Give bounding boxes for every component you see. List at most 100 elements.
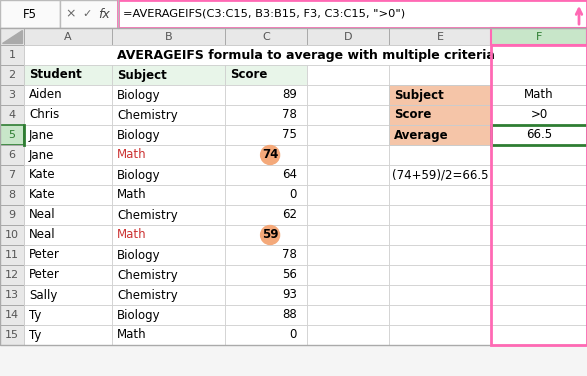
Text: 13: 13: [5, 290, 19, 300]
Text: 7: 7: [8, 170, 16, 180]
Bar: [389, 185, 491, 205]
Text: 11: 11: [5, 250, 19, 260]
Bar: [0, 285, 24, 305]
Text: Chemistry: Chemistry: [117, 209, 178, 221]
Text: 14: 14: [5, 310, 19, 320]
Bar: [491, 65, 587, 85]
Text: Subject: Subject: [117, 68, 167, 82]
Text: Biology: Biology: [117, 129, 161, 141]
Text: Score: Score: [230, 68, 267, 82]
Text: 93: 93: [282, 288, 297, 302]
Bar: [24, 105, 112, 125]
Bar: [24, 145, 112, 165]
Bar: [491, 265, 587, 285]
Bar: [491, 105, 587, 125]
Text: (74+59)/2=66.5: (74+59)/2=66.5: [392, 168, 488, 182]
Bar: [307, 325, 389, 345]
Bar: [491, 45, 587, 345]
Text: 59: 59: [262, 229, 278, 241]
Bar: [225, 205, 307, 225]
Text: 2: 2: [8, 70, 16, 80]
Bar: [0, 165, 24, 185]
Bar: [0, 305, 24, 325]
Bar: [225, 145, 307, 165]
Text: 0: 0: [289, 329, 297, 341]
Text: Biology: Biology: [117, 249, 161, 261]
Bar: [225, 165, 307, 185]
Bar: [307, 305, 389, 325]
Bar: [225, 225, 307, 245]
Bar: [491, 225, 587, 245]
Text: Neal: Neal: [29, 209, 56, 221]
Text: 5: 5: [8, 130, 15, 140]
Bar: [307, 28, 389, 45]
Text: Biology: Biology: [117, 88, 161, 102]
Text: A: A: [64, 32, 72, 41]
Bar: [491, 105, 587, 125]
Text: 89: 89: [282, 88, 297, 102]
Bar: [112, 105, 225, 125]
Text: 15: 15: [5, 330, 19, 340]
Bar: [24, 28, 112, 45]
Text: 74: 74: [262, 149, 278, 162]
Text: AVERAGEIFS formula to average with multiple criteria: AVERAGEIFS formula to average with multi…: [117, 49, 494, 62]
Text: F5: F5: [23, 8, 37, 21]
Bar: [225, 285, 307, 305]
Bar: [389, 28, 491, 45]
Bar: [0, 125, 24, 145]
Bar: [491, 185, 587, 205]
Bar: [389, 145, 491, 165]
Text: D: D: [344, 32, 352, 41]
Bar: [389, 305, 491, 325]
Bar: [0, 28, 587, 345]
Text: fx: fx: [98, 8, 110, 21]
Bar: [112, 125, 225, 145]
Text: 9: 9: [8, 210, 16, 220]
Bar: [491, 325, 587, 345]
Bar: [0, 265, 24, 285]
Circle shape: [261, 226, 279, 244]
Bar: [491, 165, 587, 185]
Bar: [24, 225, 112, 245]
Text: 8: 8: [8, 190, 16, 200]
Bar: [491, 125, 587, 145]
Bar: [24, 185, 112, 205]
Bar: [307, 85, 389, 105]
Bar: [24, 325, 112, 345]
Bar: [225, 28, 307, 45]
Bar: [0, 325, 24, 345]
Text: 3: 3: [8, 90, 15, 100]
Text: Ty: Ty: [29, 308, 41, 321]
Bar: [24, 265, 112, 285]
Text: Student: Student: [29, 68, 82, 82]
Text: 78: 78: [282, 249, 297, 261]
Bar: [307, 185, 389, 205]
Text: Biology: Biology: [117, 308, 161, 321]
Text: Peter: Peter: [29, 249, 60, 261]
Text: 0: 0: [289, 188, 297, 202]
Text: 6: 6: [8, 150, 15, 160]
Bar: [225, 125, 307, 145]
Bar: [112, 205, 225, 225]
Text: Math: Math: [524, 88, 554, 102]
Text: Subject: Subject: [394, 88, 444, 102]
Bar: [307, 285, 389, 305]
Bar: [389, 125, 491, 145]
Bar: [118, 0, 587, 28]
Bar: [0, 45, 24, 65]
Text: B: B: [165, 32, 173, 41]
Text: Chris: Chris: [29, 109, 59, 121]
Bar: [491, 245, 587, 265]
Bar: [307, 205, 389, 225]
Bar: [24, 45, 587, 65]
Bar: [307, 105, 389, 125]
Text: 1: 1: [8, 50, 15, 60]
Bar: [307, 145, 389, 165]
Bar: [0, 185, 24, 205]
Bar: [0, 225, 24, 245]
Text: 62: 62: [282, 209, 297, 221]
Bar: [225, 85, 307, 105]
Bar: [24, 305, 112, 325]
Text: 75: 75: [282, 129, 297, 141]
Bar: [389, 125, 491, 145]
